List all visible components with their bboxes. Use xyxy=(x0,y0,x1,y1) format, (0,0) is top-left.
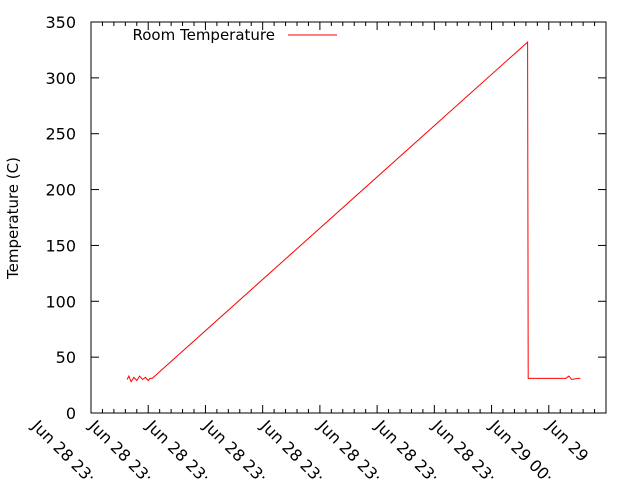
y-tick-label: 200 xyxy=(45,181,76,200)
y-tick-label: 0 xyxy=(66,404,76,423)
y-tick-label: 300 xyxy=(45,69,76,88)
y-tick-label: 100 xyxy=(45,292,76,311)
x-axis: Jun 28 23:Jun 28 23:Jun 28 23:Jun 28 23:… xyxy=(27,22,607,480)
series-line xyxy=(126,40,581,383)
x-tick-label: Jun 28 23: xyxy=(27,416,99,480)
y-tick-label: 250 xyxy=(45,125,76,144)
y-tick-label: 150 xyxy=(45,236,76,255)
legend: Room Temperature xyxy=(133,26,337,44)
y-axis-title: Temperature (C) xyxy=(4,157,22,280)
y-axis: 0 50 100 150 200 250 300 350 xyxy=(45,13,606,423)
x-tick-label: Jun 29 xyxy=(542,416,592,466)
plot-frame xyxy=(90,21,607,414)
series-layer xyxy=(126,40,581,383)
legend-label: Room Temperature xyxy=(133,26,276,44)
y-tick-label: 350 xyxy=(45,13,76,32)
y-tick-label: 50 xyxy=(56,348,76,367)
